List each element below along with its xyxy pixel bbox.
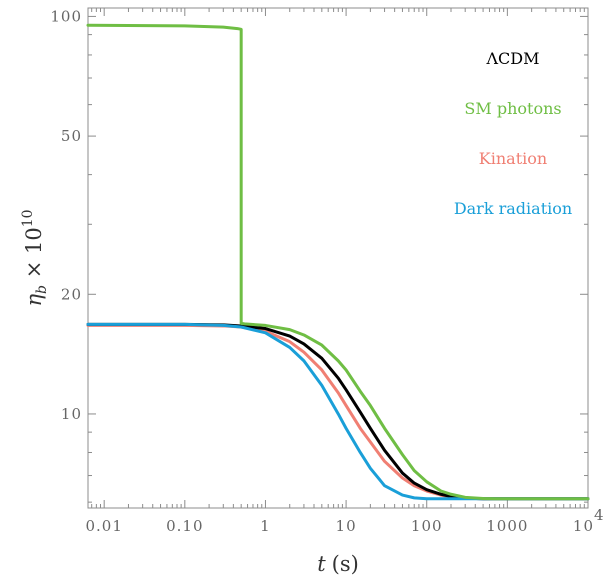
x-tick-label: 0.01: [85, 517, 122, 535]
x-axis-unit: (s): [332, 552, 359, 576]
x-tick-label: 100: [411, 517, 443, 535]
x-axis-label: t (s): [317, 552, 359, 576]
y-axis-sup: 10: [20, 209, 36, 227]
plot-frame: [87, 7, 589, 509]
x-tick-label-exponent: 4: [594, 506, 604, 524]
y-tick-label: 20: [61, 285, 82, 303]
y-tick-label: 50: [61, 127, 82, 145]
x-tick-label: 10: [336, 517, 357, 535]
x-tick-label: 10: [573, 517, 594, 535]
legend-entry: Kination: [479, 149, 547, 168]
series-group: [86, 23, 590, 501]
y-tick-label: 10: [61, 405, 82, 423]
y-axis-var: η: [22, 294, 46, 307]
series-line-sm-photons: [86, 23, 590, 501]
tick-group: [88, 8, 589, 508]
legend-entry: Dark radiation: [454, 199, 572, 218]
y-axis-label: ηb × 1010: [20, 209, 50, 306]
legend-entry: SM photons: [464, 99, 561, 118]
x-tick-label: 0.10: [166, 517, 203, 535]
legend: ΛCDM SM photons Kination Dark radiation: [454, 49, 572, 218]
y-axis-rest: × 10: [22, 227, 46, 285]
series-line-dark-radiation: [86, 322, 590, 501]
x-tick-label: 1: [260, 517, 271, 535]
y-axis-sub: b: [34, 285, 50, 294]
y-tick-label: 100: [50, 7, 82, 25]
legend-entry: ΛCDM: [485, 49, 539, 68]
x-tick-label: 1000: [486, 517, 528, 535]
x-axis-var: t: [317, 552, 326, 576]
